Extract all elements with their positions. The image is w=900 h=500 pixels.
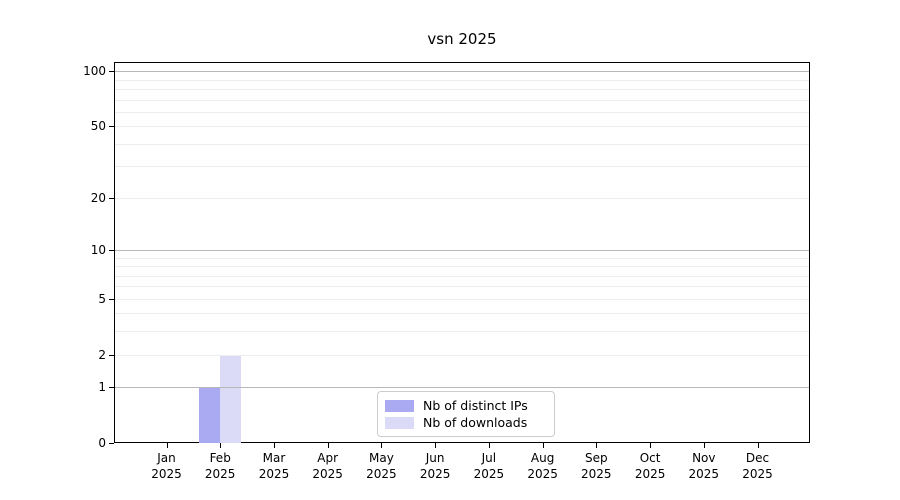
x-tick-label: Jun 2025: [419, 451, 451, 481]
downloads-swatch: [385, 416, 414, 429]
y-tick-label: 2: [98, 347, 106, 362]
y-axis-tick: [109, 387, 114, 389]
decade-gridline: [115, 71, 809, 73]
y-tick-label: 5: [98, 291, 106, 306]
y-tick-label: 100: [83, 64, 106, 79]
x-tick-label: Sep 2025: [581, 451, 612, 481]
minor-gridline: [115, 99, 809, 101]
y-axis-tick: [109, 71, 114, 73]
chart-legend: Nb of distinct IPs Nb of downloads: [377, 391, 555, 437]
minor-gridline: [115, 166, 809, 168]
plot-area: [114, 62, 810, 443]
y-tick-label: 0: [98, 436, 106, 450]
minor-gridline: [115, 286, 809, 288]
chart-title: vsn 2025: [427, 30, 497, 48]
x-tick-label: Apr 2025: [312, 451, 343, 481]
y-axis-tick: [109, 126, 114, 128]
x-axis-tick: [596, 443, 598, 448]
y-tick-label: 1: [98, 380, 106, 395]
x-axis-tick: [488, 443, 490, 448]
y-tick-label: 50: [90, 119, 106, 134]
minor-gridline: [115, 354, 809, 356]
minor-gridline: [115, 89, 809, 90]
x-tick-label: Jul 2025: [473, 451, 505, 481]
y-axis-tick: [109, 298, 114, 300]
minor-gridline: [115, 111, 809, 113]
x-tick-label: Jan 2025: [151, 451, 182, 481]
x-axis-tick: [327, 443, 329, 448]
minor-gridline: [115, 197, 809, 199]
bar-nb-of-downloads: [220, 354, 242, 443]
x-axis-tick: [703, 443, 705, 448]
x-axis-tick: [274, 443, 275, 448]
x-tick-label: Aug 2025: [527, 451, 558, 481]
x-tick-label: Feb 2025: [204, 451, 236, 481]
y-axis-tick: [109, 197, 114, 199]
legend-item-downloads: Nb of downloads: [385, 414, 546, 431]
y-tick-label: 10: [90, 242, 106, 257]
minor-gridline: [115, 79, 809, 81]
minor-gridline: [115, 143, 809, 145]
minor-gridline: [115, 298, 809, 300]
y-axis-tick: [109, 443, 114, 444]
x-axis-tick: [650, 443, 652, 448]
x-tick-label: Nov 2025: [688, 451, 720, 481]
x-tick-label: Dec 2025: [742, 451, 773, 481]
y-axis-tick: [109, 249, 114, 251]
distinct-ips-swatch: [385, 399, 414, 412]
x-axis-tick: [435, 443, 437, 448]
minor-gridline: [115, 126, 809, 128]
decade-gridline: [115, 387, 809, 389]
x-tick-label: Oct 2025: [634, 451, 666, 481]
legend-label-distinct-ips: Nb of distinct IPs: [423, 398, 528, 413]
minor-gridline: [115, 331, 809, 333]
minor-gridline: [115, 257, 809, 259]
x-axis-tick: [542, 443, 544, 448]
decade-gridline: [115, 249, 809, 251]
legend-label-downloads: Nb of downloads: [423, 415, 528, 430]
x-axis-tick: [220, 443, 222, 448]
minor-gridline: [115, 266, 809, 267]
bar-nb-of-distinct-ips: [199, 387, 221, 443]
x-axis-tick: [381, 443, 383, 448]
x-axis-tick: [757, 443, 759, 448]
x-tick-label: Mar 2025: [258, 451, 290, 481]
x-axis-tick: [166, 443, 168, 448]
legend-item-distinct-ips: Nb of distinct IPs: [385, 397, 546, 414]
minor-gridline: [115, 313, 809, 315]
y-tick-label: 20: [90, 190, 106, 205]
y-axis-tick: [109, 354, 114, 356]
minor-gridline: [115, 275, 809, 277]
x-tick-label: May 2025: [366, 451, 397, 481]
